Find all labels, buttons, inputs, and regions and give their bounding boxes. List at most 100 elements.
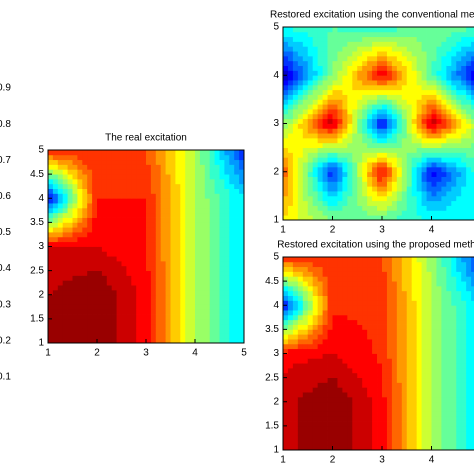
contour-cell (367, 382, 373, 388)
contour-cell (466, 191, 472, 197)
contour-cell (377, 157, 383, 163)
contour-cell (199, 236, 206, 243)
contour-cell (436, 195, 442, 202)
contour-cell (416, 363, 422, 369)
contour-cell (97, 314, 103, 320)
contour-cell (327, 396, 333, 403)
contour-cell (416, 75, 422, 81)
contour-cell (456, 421, 462, 427)
contour-cell (239, 193, 245, 199)
contour-cell (436, 89, 442, 95)
contour-cell (347, 186, 353, 192)
contour-cell (386, 94, 393, 100)
contour-cell (377, 113, 383, 120)
contour-cell (292, 55, 299, 62)
contour-cell (297, 210, 304, 216)
contour-cell (204, 236, 211, 243)
contour-cell (160, 227, 166, 233)
contour-cell (67, 188, 73, 194)
contour-cell (150, 299, 157, 305)
contour-cell (136, 212, 142, 218)
contour-cell (224, 251, 230, 257)
contour-cell (431, 51, 437, 57)
contour-cell (317, 334, 323, 340)
contour-cell (446, 363, 452, 369)
contour-cell (367, 334, 373, 340)
contour-cell (239, 241, 245, 247)
contour-cell (446, 75, 452, 81)
contour-cell (441, 261, 447, 268)
contour-cell (283, 51, 289, 57)
contour-cell (219, 294, 225, 300)
contour-cell (87, 241, 93, 247)
contour-cell (426, 186, 432, 192)
contour-cell (312, 75, 319, 81)
contour-cell (131, 227, 137, 233)
contour-cell (362, 200, 368, 206)
contour-cell (367, 113, 373, 120)
contour-cell (396, 314, 403, 321)
contour-cell (195, 289, 201, 296)
contour-cell (307, 152, 314, 158)
contour-cell (347, 191, 353, 197)
contour-cell (332, 142, 338, 149)
contour-cell (446, 421, 452, 427)
contour-cell (322, 89, 328, 95)
contour-cell (461, 205, 467, 211)
contour-cell (451, 137, 457, 144)
contour-cell (431, 152, 437, 158)
contour-cell (441, 142, 447, 149)
contour-cell (62, 203, 68, 209)
contour-cell (160, 222, 166, 228)
contour-cell (185, 169, 191, 175)
contour-cell (362, 162, 368, 168)
contour-cell (170, 265, 176, 272)
contour-cell (382, 445, 388, 451)
contour-cell (165, 241, 171, 247)
contour-cell (146, 217, 152, 223)
contour-cell (337, 334, 343, 340)
contour-cell (416, 166, 422, 173)
contour-cell (229, 328, 235, 334)
contour-cell (372, 171, 378, 177)
contour-cell (352, 348, 358, 354)
contour-cell (446, 80, 452, 86)
contour-cell (136, 328, 142, 334)
contour-cell (367, 290, 373, 296)
contour-cell (175, 289, 181, 296)
contour-cell (155, 174, 162, 180)
contour-cell (372, 290, 378, 296)
contour-cell (411, 305, 418, 311)
contour-cell (431, 281, 437, 287)
contour-cell (337, 363, 343, 369)
contour-cell (131, 314, 137, 320)
contour-cell (297, 147, 304, 153)
contour-cell (141, 299, 147, 305)
contour-cell (146, 159, 152, 165)
contour-cell (362, 401, 368, 407)
contour-cell (322, 186, 328, 192)
contour-cell (382, 75, 388, 81)
contour-cell (347, 416, 353, 422)
contour-cell (170, 294, 176, 300)
contour-cell (436, 343, 442, 350)
contour-cell (307, 358, 314, 364)
contour-cell (332, 276, 338, 282)
contour-cell (347, 171, 353, 177)
contour-cell (436, 109, 442, 115)
contour-cell (352, 276, 358, 282)
contour-cell (209, 236, 215, 243)
contour-cell (317, 257, 323, 263)
contour-cell (411, 295, 418, 301)
contour-cell (57, 150, 64, 156)
contour-cell (431, 118, 437, 124)
contour-cell (431, 319, 437, 325)
contour-cell (67, 256, 73, 262)
contour-cell (312, 281, 319, 287)
contour-cell (367, 181, 373, 187)
contour-cell (377, 128, 383, 134)
contour-cell (411, 329, 418, 335)
contour-cell (426, 133, 432, 139)
contour-cell (92, 275, 98, 281)
contour-cell (312, 113, 319, 120)
